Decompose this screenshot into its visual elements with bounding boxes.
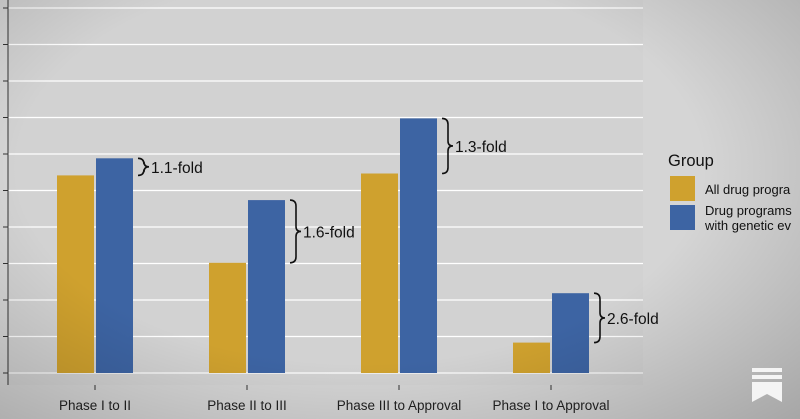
fold-change-label: 1.6-fold xyxy=(303,224,355,241)
fold-bracket xyxy=(289,199,302,264)
fold-bracket xyxy=(593,292,606,344)
legend-label-genetic-evidence-line2: with genetic ev xyxy=(704,218,791,233)
x-tick-label: Phase III to Approval xyxy=(337,398,462,413)
bar-all-programs xyxy=(361,173,398,373)
bar-genetic-evidence xyxy=(552,293,589,373)
bar-genetic-evidence xyxy=(96,158,133,373)
legend-label-genetic-evidence-line1: Drug programs xyxy=(705,203,792,218)
x-tick-label: Phase I to II xyxy=(59,398,131,413)
fold-change-label: 1.3-fold xyxy=(455,139,507,156)
legend-swatch-genetic-evidence xyxy=(670,205,695,230)
bar-genetic-evidence xyxy=(248,200,285,373)
fold-bracket xyxy=(441,117,454,175)
fold-change-label: 2.6-fold xyxy=(607,311,659,328)
legend-label-all-programs: All drug progra xyxy=(705,182,791,197)
x-tick-label: Phase II to III xyxy=(207,398,287,413)
bar-genetic-evidence xyxy=(400,118,437,374)
substack-bookmark-icon xyxy=(752,368,782,402)
x-tick-label: Phase I to Approval xyxy=(492,398,609,413)
fold-change-label: 1.1-fold xyxy=(151,160,203,177)
legend-title: Group xyxy=(668,152,714,170)
bar-all-programs xyxy=(209,262,246,373)
fold-bracket xyxy=(137,157,150,177)
bar-all-programs xyxy=(57,175,94,373)
legend-swatch-all-programs xyxy=(670,176,695,201)
bar-all-programs xyxy=(513,342,550,373)
